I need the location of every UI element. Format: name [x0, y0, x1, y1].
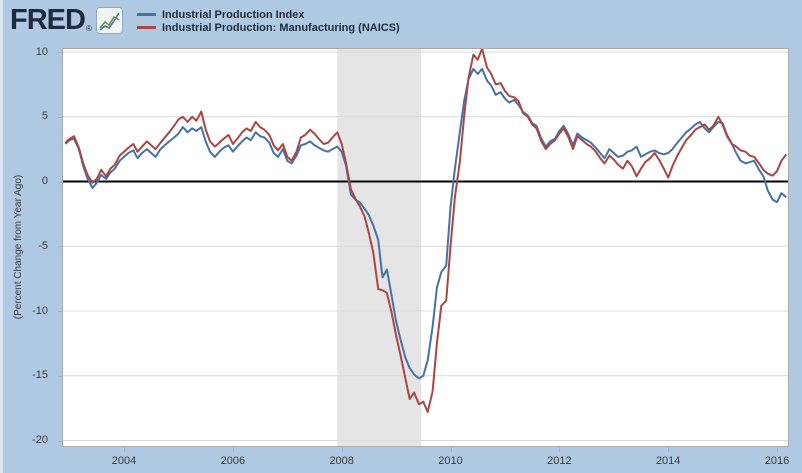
x-tick-mark-2006 [232, 447, 234, 452]
y-tick-label-10: 10 [35, 45, 48, 58]
fred-logo-link[interactable]: FRED ® [10, 3, 122, 37]
legend-swatch-industrial-production-index [137, 13, 156, 16]
fred-logo-registered-mark: ® [85, 23, 92, 33]
x-tick-mark-2016 [777, 447, 779, 452]
y-tick-label--5: -5 [38, 239, 48, 252]
x-tick-label-2014: 2014 [655, 455, 681, 467]
y-tick-mark-10 [58, 52, 62, 53]
y-tick-label-0: 0 [41, 175, 48, 188]
legend: Industrial Production Index Industrial P… [137, 8, 400, 34]
fred-logo-chart-icon [96, 7, 122, 33]
plot-frame [62, 48, 789, 447]
x-tick-label-2006: 2006 [220, 455, 246, 467]
y-tick-mark--5 [58, 246, 62, 248]
legend-item-industrial-production-index: Industrial Production Index [137, 8, 400, 21]
x-tick-label-2016: 2016 [764, 455, 790, 467]
y-tick-mark--10 [58, 311, 62, 313]
page-edge-highlight [0, 0, 3, 473]
legend-label-industrial-production-index: Industrial Production Index [162, 8, 305, 21]
plot-background [62, 48, 789, 447]
y-tick-mark--15 [58, 375, 62, 377]
series-line-manufacturing [64, 48, 788, 413]
plot-area [62, 48, 789, 447]
y-tick-label--10: -10 [32, 304, 48, 317]
chart-header: FRED ® Industrial Production Index Indus… [0, 0, 802, 44]
x-tick-mark-2014 [668, 447, 670, 452]
x-tick-mark-2012 [559, 447, 561, 452]
legend-swatch-manufacturing [137, 26, 156, 29]
y-tick-mark-5 [58, 116, 62, 118]
y-tick-mark-0 [58, 181, 62, 183]
legend-item-manufacturing: Industrial Production: Manufacturing (NA… [137, 21, 400, 34]
y-tick-mark--20 [58, 440, 62, 442]
x-tick-mark-2004 [124, 447, 126, 452]
x-tick-mark-2008 [341, 447, 343, 452]
x-tick-label-2004: 2004 [111, 455, 137, 467]
series-line-industrial-production-index [64, 67, 787, 380]
legend-label-manufacturing: Industrial Production: Manufacturing (NA… [162, 21, 400, 34]
y-tick-label--20: -20 [32, 434, 48, 447]
x-tick-label-2012: 2012 [547, 455, 572, 467]
fred-logo-text: FRED [10, 4, 86, 36]
y-tick-label-5: 5 [41, 110, 48, 123]
y-tick-label--15: -15 [32, 369, 48, 382]
x-tick-mark-2010 [450, 447, 452, 452]
x-tick-label-2008: 2008 [329, 455, 354, 467]
x-tick-label-2010: 2010 [438, 455, 463, 467]
